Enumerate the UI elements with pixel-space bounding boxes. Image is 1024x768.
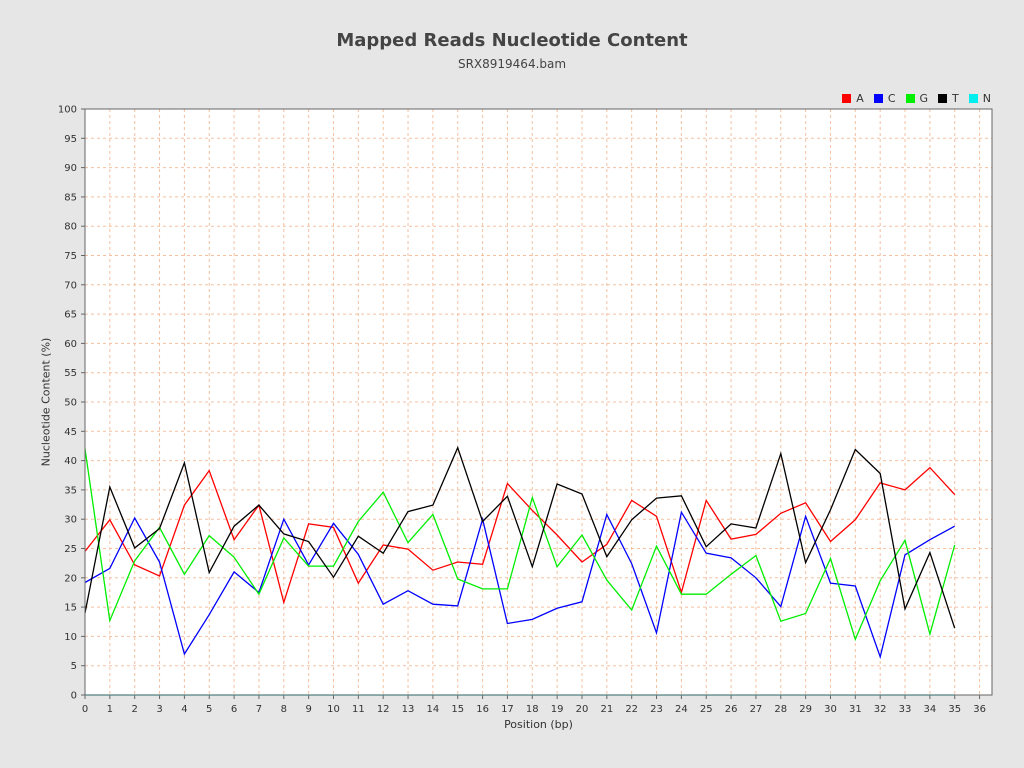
y-tick-label: 15 (64, 603, 77, 614)
x-tick-label: 24 (675, 704, 688, 715)
legend-label-c: C (887, 92, 896, 105)
x-tick-label: 4 (181, 704, 187, 715)
legend-label-n: N (982, 92, 991, 105)
series-line-c (84, 510, 956, 660)
x-tick-label: 5 (206, 704, 212, 715)
x-tick-label: 15 (451, 704, 464, 715)
legend-item-t: T (938, 92, 959, 105)
x-tick-label: 18 (526, 704, 539, 715)
legend-label-a: A (856, 92, 864, 105)
x-tick-label: 21 (600, 704, 613, 715)
x-tick-label: 2 (132, 704, 138, 715)
y-tick-label: 0 (71, 691, 77, 702)
x-tick-label: 27 (750, 704, 763, 715)
y-tick-label: 65 (64, 310, 77, 321)
chart-subtitle: SRX8919464.bam (457, 57, 567, 71)
x-tick-label: 16 (476, 704, 489, 715)
x-tick-label: 11 (352, 704, 365, 715)
x-tick-label: 23 (650, 704, 663, 715)
legend: A C G T N (842, 92, 991, 105)
legend-swatch-t (938, 94, 948, 103)
x-tick-label: 3 (156, 704, 162, 715)
y-tick-label: 5 (71, 661, 77, 672)
y-tick-label: 40 (64, 456, 77, 467)
x-tick-label: 33 (899, 704, 912, 715)
x-tick-label: 29 (799, 704, 812, 715)
x-tick-label: 7 (256, 704, 262, 715)
x-tick-label: 8 (281, 704, 287, 715)
legend-swatch-g (905, 94, 915, 103)
y-tick-label: 100 (58, 105, 77, 116)
legend-item-a: A (842, 92, 864, 105)
y-tick-label: 20 (64, 573, 77, 584)
x-tick-label: 22 (625, 704, 638, 715)
x-tick-label: 0 (82, 704, 88, 715)
legend-label-g: G (919, 92, 929, 105)
x-tick-label: 26 (725, 704, 738, 715)
x-tick-label: 34 (924, 704, 937, 715)
y-tick-label: 10 (64, 632, 77, 643)
x-tick-label: 12 (377, 704, 390, 715)
y-tick-label: 50 (64, 398, 77, 409)
legend-label-t: T (952, 92, 959, 105)
x-tick-label: 35 (948, 704, 961, 715)
y-tick-label: 90 (64, 163, 77, 174)
y-tick-label: 35 (64, 485, 77, 496)
x-tick-label: 25 (700, 704, 713, 715)
legend-item-n: N (968, 92, 991, 105)
y-tick-label: 30 (64, 515, 77, 526)
x-tick-label: 19 (551, 704, 564, 715)
y-tick-label: 95 (64, 134, 77, 145)
x-tick-label: 14 (427, 704, 440, 715)
x-tick-label: 36 (973, 704, 986, 715)
x-tick-label: 31 (849, 704, 862, 715)
x-tick-label: 13 (402, 704, 415, 715)
x-tick-label: 10 (327, 704, 340, 715)
y-tick-label: 25 (64, 544, 77, 555)
series-line-a (84, 466, 956, 605)
chart-title: Mapped Reads Nucleotide Content (336, 30, 688, 51)
legend-item-c: C (873, 92, 896, 105)
legend-item-g: G (905, 92, 929, 105)
y-tick-label: 55 (64, 368, 77, 379)
series-line-t (84, 445, 956, 629)
y-tick-label: 60 (64, 339, 77, 350)
x-tick-label: 1 (107, 704, 113, 715)
x-axis-label: Position (bp) (504, 718, 573, 731)
y-tick-label: 45 (64, 427, 77, 438)
x-tick-label: 20 (576, 704, 589, 715)
x-tick-label: 6 (231, 704, 237, 715)
x-tick-label: 32 (874, 704, 887, 715)
y-tick-label: 80 (64, 222, 77, 233)
x-tick-label: 30 (824, 704, 837, 715)
plot-border (84, 108, 993, 696)
legend-swatch-n (968, 94, 978, 103)
x-tick-label: 17 (501, 704, 514, 715)
y-tick-label: 70 (64, 280, 77, 291)
legend-swatch-c (873, 94, 883, 103)
series-line-g (84, 448, 956, 642)
x-tick-label: 9 (305, 704, 311, 715)
y-tick-label: 75 (64, 251, 77, 262)
x-tick-label: 28 (774, 704, 787, 715)
legend-swatch-a (842, 94, 852, 103)
y-tick-label: 85 (64, 192, 77, 203)
